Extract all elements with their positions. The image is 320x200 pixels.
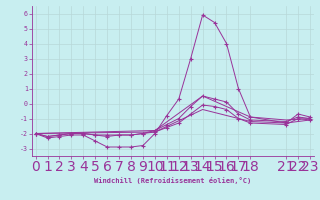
X-axis label: Windchill (Refroidissement éolien,°C): Windchill (Refroidissement éolien,°C) xyxy=(94,177,252,184)
